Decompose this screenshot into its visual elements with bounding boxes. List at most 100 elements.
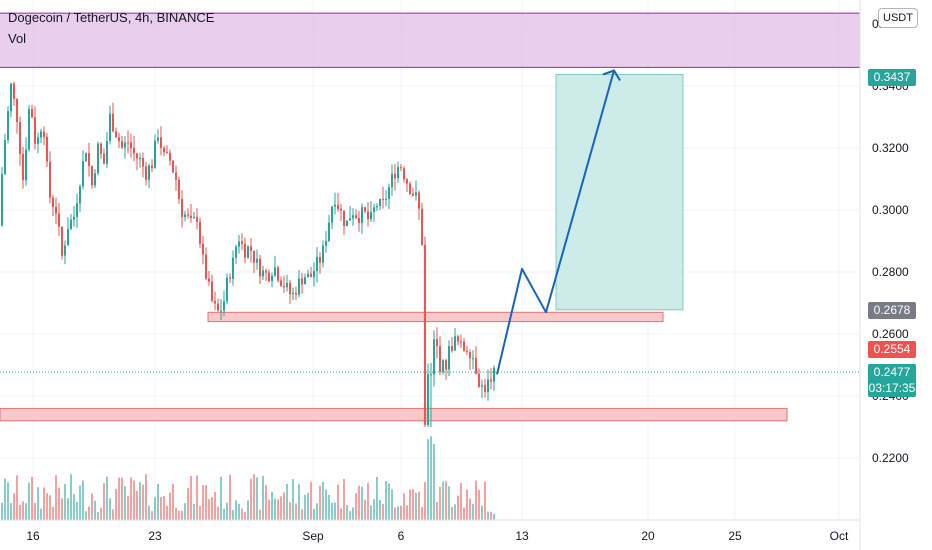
volume-bar xyxy=(184,503,186,520)
candle-body xyxy=(394,173,396,179)
volume-bar xyxy=(463,507,465,520)
candle-body xyxy=(289,282,291,295)
volume-bar xyxy=(319,485,321,520)
candle-body xyxy=(367,211,369,220)
currency-button[interactable]: USDT xyxy=(878,8,918,28)
candle-body xyxy=(22,153,24,181)
candle-body xyxy=(40,131,42,138)
candle-body xyxy=(361,207,363,223)
volume-bar xyxy=(127,496,129,520)
candle-body xyxy=(7,111,9,141)
candle-body xyxy=(427,374,429,425)
volume-bar xyxy=(1,502,3,520)
volume-bar xyxy=(409,489,411,520)
volume-bar xyxy=(451,506,453,520)
candle-body xyxy=(319,257,321,263)
candle-body xyxy=(142,158,144,167)
volume-bar xyxy=(226,502,228,520)
volume-bar xyxy=(349,511,351,520)
candle-body xyxy=(151,165,153,169)
candle-body xyxy=(292,292,294,295)
volume-bar xyxy=(106,476,108,520)
volume-bar xyxy=(235,500,237,520)
candle-body xyxy=(16,98,18,123)
candle-body xyxy=(232,257,234,279)
candle-body xyxy=(331,206,333,223)
candle-body xyxy=(49,161,51,198)
candle-body xyxy=(283,285,285,288)
candle-body xyxy=(397,167,399,179)
candle-body xyxy=(340,208,342,211)
candle-body xyxy=(274,267,276,276)
candle-body xyxy=(379,198,381,207)
candle-body xyxy=(445,360,447,370)
volume-bar xyxy=(268,499,270,520)
volume-bar xyxy=(472,503,474,520)
volume-bar xyxy=(217,506,219,520)
candle-body xyxy=(109,113,111,142)
volume-bar xyxy=(193,504,195,520)
bar-countdown: 03:17:35 xyxy=(868,381,916,395)
candle-body xyxy=(424,244,426,425)
volume-bar xyxy=(13,493,15,520)
volume-bar xyxy=(364,499,366,520)
volume-bar xyxy=(205,485,207,520)
candle-body xyxy=(487,379,489,393)
candle-body xyxy=(298,278,300,295)
volume-label[interactable]: Vol xyxy=(8,31,27,46)
candle-body xyxy=(181,199,183,218)
volume-bar xyxy=(163,496,165,520)
y-tick-label: 0.2200 xyxy=(872,451,909,465)
volume-bar xyxy=(259,509,261,520)
candle-body xyxy=(214,300,216,304)
volume-bar xyxy=(100,507,102,520)
x-tick-label: 23 xyxy=(148,529,162,543)
volume-bar xyxy=(466,489,468,520)
candle-body xyxy=(337,204,339,209)
volume-bar xyxy=(253,474,255,520)
candle-body xyxy=(325,240,327,246)
candle-body xyxy=(466,350,468,352)
volume-bar xyxy=(130,477,132,520)
volume-bar xyxy=(115,489,117,520)
candle-body xyxy=(277,267,279,281)
volume-bar xyxy=(481,505,483,520)
y-tick-label: 0.3000 xyxy=(872,203,909,217)
candle-body xyxy=(121,141,123,148)
volume-bar xyxy=(313,508,315,520)
candle-body xyxy=(460,341,462,343)
volume-bar xyxy=(346,505,348,520)
candle-body xyxy=(301,278,303,285)
volume-bar xyxy=(67,498,69,520)
candle-body xyxy=(208,278,210,282)
candle-body xyxy=(127,142,129,144)
x-tick-label: Sep xyxy=(302,529,324,543)
candle-body xyxy=(160,137,162,148)
volume-bar xyxy=(424,482,426,520)
volume-bar xyxy=(172,483,174,520)
candle-body xyxy=(154,140,156,169)
candle-body xyxy=(262,270,264,277)
candle-body xyxy=(316,257,318,272)
candle-body xyxy=(169,152,171,161)
candle-body xyxy=(403,168,405,180)
symbol-title[interactable]: Dogecoin / TetherUS, 4h, BINANCE xyxy=(8,10,215,25)
candle-body xyxy=(4,140,6,174)
candle-body xyxy=(382,198,384,200)
volume-bar xyxy=(487,511,489,520)
candle-body xyxy=(310,273,312,278)
volume-bar xyxy=(145,474,147,520)
volume-bar xyxy=(328,494,330,520)
x-tick-label: 13 xyxy=(515,529,529,543)
candle-body xyxy=(247,246,249,258)
volume-bar xyxy=(16,475,18,520)
candle-body xyxy=(184,214,186,218)
y-tick-label: 0.2800 xyxy=(872,265,909,279)
last-price-tag: 0.2477 03:17:35 xyxy=(868,364,916,397)
candle-body xyxy=(472,358,474,360)
volume-bar xyxy=(382,504,384,520)
volume-bar xyxy=(199,505,201,520)
volume-bar xyxy=(7,482,9,520)
candle-body xyxy=(370,212,372,220)
